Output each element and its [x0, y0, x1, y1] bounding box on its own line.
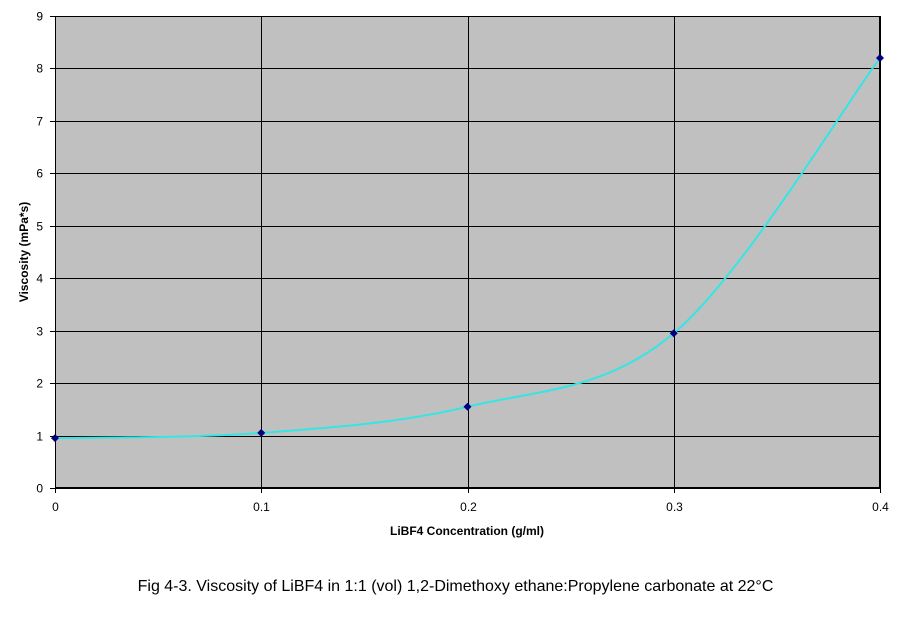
y-tick-label: 6: [36, 167, 43, 181]
plot-border: [55, 16, 880, 488]
x-tick-label: 0.4: [872, 500, 889, 514]
y-axis-title: Viscosity (mPa*s): [17, 202, 31, 303]
data-point-marker: [876, 53, 884, 62]
data-point-marker: [463, 402, 472, 411]
data-points: [51, 53, 884, 443]
y-tick-label: 7: [36, 115, 43, 129]
x-axis-ticks: 0 0.1 0.2 0.3 0.4: [52, 488, 889, 514]
y-tick-label: 8: [36, 62, 43, 76]
plot-area: [55, 16, 880, 488]
series-line: [54, 57, 881, 440]
data-point-marker: [669, 329, 678, 338]
y-axis-ticks: 0 1 2 3 4 5 6 7 8 9: [36, 10, 55, 496]
x-tick-label: 0.3: [666, 500, 683, 514]
figure-caption: Fig 4-3. Viscosity of LiBF4 in 1:1 (vol)…: [137, 578, 774, 595]
x-tick-label: 0.1: [253, 500, 270, 514]
y-tick-label: 4: [36, 272, 43, 286]
x-tick-label: 0: [52, 500, 59, 514]
plot-background: [55, 16, 880, 488]
y-tick-label: 0: [36, 482, 43, 496]
y-tick-label: 5: [36, 220, 43, 234]
y-tick-label: 9: [36, 10, 43, 24]
fitted-curve: [54, 57, 881, 440]
data-point-marker: [257, 428, 266, 437]
x-tick-label: 0.2: [460, 500, 477, 514]
y-tick-label: 1: [36, 430, 43, 444]
y-tick-label: 2: [36, 377, 43, 391]
y-tick-label: 3: [36, 325, 43, 339]
x-axis-title: LiBF4 Concentration (g/ml): [390, 524, 544, 538]
